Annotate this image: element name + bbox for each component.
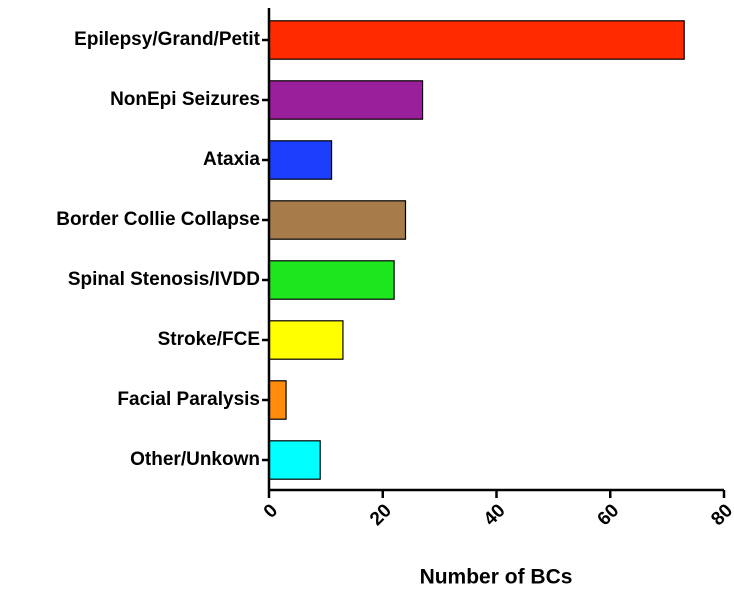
y-tick-label: Stroke/FCE: [158, 329, 260, 350]
bar: [268, 20, 685, 60]
bar: [268, 80, 424, 120]
bar: [268, 260, 395, 300]
bar: [268, 440, 321, 480]
x-tick-label: 40: [480, 500, 510, 530]
x-tick-label: 0: [260, 500, 282, 522]
bar: [268, 140, 333, 180]
y-tick-label: Other/Unkown: [130, 449, 260, 470]
x-tick-label: 80: [707, 500, 734, 530]
y-tick-label: Ataxia: [203, 149, 260, 170]
x-axis-label: Number of BCs: [420, 566, 573, 589]
y-tick-label: Spinal Stenosis/IVDD: [68, 269, 260, 290]
bar: [268, 320, 344, 360]
bar: [268, 200, 407, 240]
x-tick-label: 20: [366, 500, 396, 530]
bar: [268, 380, 287, 420]
y-tick-label: Facial Paralysis: [117, 389, 260, 410]
x-tick-label: 60: [594, 500, 624, 530]
y-tick-label: Epilepsy/Grand/Petit: [74, 29, 260, 50]
y-tick-label: NonEpi Seizures: [110, 89, 260, 110]
y-tick-label: Border Collie Collapse: [56, 209, 260, 230]
